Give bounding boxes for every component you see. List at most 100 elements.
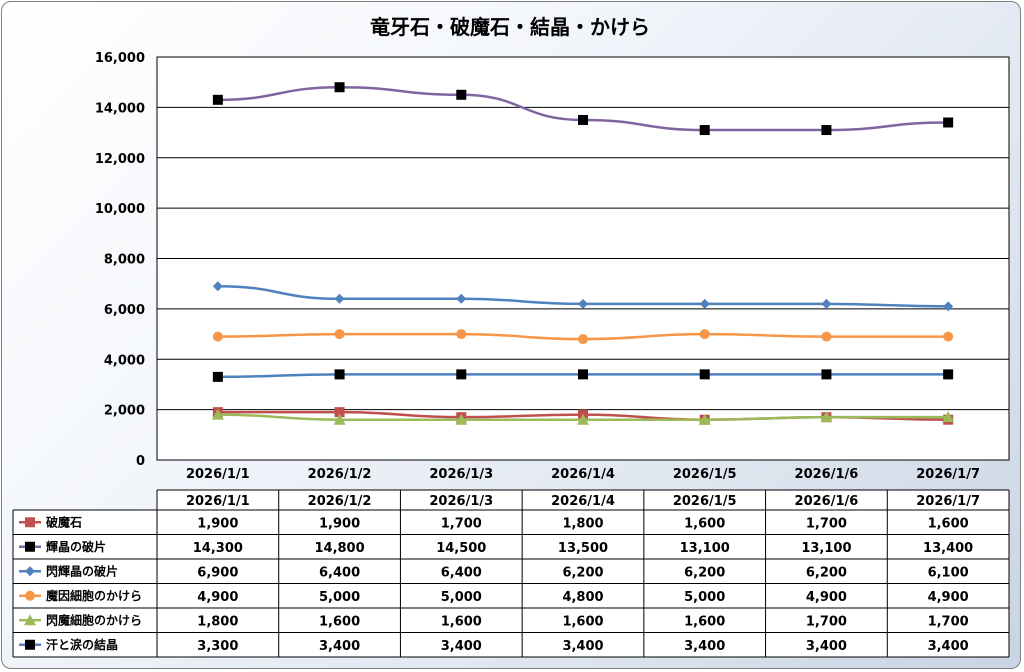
table-cell: 3,400 [928, 639, 969, 654]
data-point [212, 371, 223, 382]
legend-key-marker [25, 517, 35, 528]
legend-label: 破魔石 [46, 514, 82, 529]
table-cell: 13,400 [923, 541, 973, 556]
table-cell: 6,200 [684, 565, 725, 580]
table-row: 魔因細胞のかけら 4,900 5,000 5,000 4,800 5,000 4,900 4,… [19, 588, 969, 605]
data-point [455, 413, 468, 425]
x-tick-label: 2026/1/5 [673, 467, 737, 482]
gridlines [157, 106, 1009, 411]
data-table: 2026/1/1 2026/1/2 2026/1/3 2026/1/4 2026/1/5… [12, 489, 1010, 658]
table-header-cell: 2026/1/6 [795, 494, 859, 509]
data-point [699, 369, 710, 380]
x-axis-ticks: 2026/1/1 2026/1/2 2026/1/3 2026/1/4 2026/1/5… [186, 467, 980, 482]
data-point [334, 82, 345, 93]
table-bg [157, 490, 1009, 657]
table-cell: 1,900 [319, 516, 360, 531]
table-cell: 1,700 [806, 614, 847, 629]
series-1 [212, 82, 954, 136]
data-point [698, 413, 711, 425]
data-point [821, 125, 832, 136]
table-cell: 3,400 [562, 639, 603, 654]
y-tick-label: 0 [136, 454, 145, 469]
legend-label: 閃輝晶の破片 [46, 563, 118, 578]
data-point [577, 413, 589, 425]
table-cell: 1,600 [441, 614, 482, 629]
y-tick-label: 16,000 [95, 51, 145, 66]
table-cell: 4,900 [928, 590, 969, 605]
y-tick-label: 8,000 [104, 253, 145, 268]
x-tick-label: 2026/1/4 [551, 467, 615, 482]
data-point [699, 329, 710, 340]
table-cell: 1,600 [319, 614, 360, 629]
data-point [699, 125, 710, 136]
data-point [334, 329, 345, 340]
table-cell: 3,300 [197, 639, 238, 654]
y-tick-label: 2,000 [104, 404, 145, 419]
series-5 [212, 369, 954, 382]
series-2 [212, 281, 954, 312]
series-4 [211, 408, 955, 425]
table-cell: 13,100 [801, 541, 851, 556]
table-row: 輝晶の破片 14,300 14,800 14,500 13,500 13,100 13,10… [19, 539, 973, 556]
legend-label: 輝晶の破片 [46, 539, 106, 554]
x-tick-label: 2026/1/1 [186, 467, 250, 482]
table-header-cell: 2026/1/3 [429, 494, 493, 509]
data-point [212, 281, 223, 292]
data-point [578, 369, 588, 380]
data-point [334, 293, 345, 304]
legend-label: 魔因細胞のかけら [46, 588, 142, 603]
table-cell: 6,200 [562, 565, 603, 580]
data-point [212, 331, 223, 342]
data-point [334, 407, 345, 418]
table-cell: 14,500 [436, 541, 486, 556]
table-row: 閃輝晶の破片 6,900 6,400 6,400 6,200 6,200 6,200 6,10… [19, 563, 969, 580]
data-point [334, 369, 345, 380]
table-header-cell: 2026/1/2 [308, 494, 372, 509]
data-point [456, 89, 467, 100]
data-point [456, 369, 467, 380]
legend-key-marker [25, 639, 35, 650]
table-cell: 5,000 [319, 590, 360, 605]
x-tick-label: 2026/1/7 [916, 467, 980, 482]
table-cell: 3,400 [806, 639, 847, 654]
table-cell: 1,600 [684, 614, 725, 629]
y-tick-label: 4,000 [104, 353, 145, 368]
data-point [699, 298, 710, 309]
table-cell: 6,400 [441, 565, 482, 580]
table-cell: 3,400 [441, 639, 482, 654]
legend-key-marker [24, 614, 36, 626]
series-3 [212, 329, 954, 345]
legend-key-marker [25, 590, 35, 601]
x-tick-label: 2026/1/2 [308, 467, 372, 482]
data-point [821, 369, 832, 380]
table-cell: 14,800 [314, 541, 364, 556]
legend-key-marker [25, 566, 35, 577]
table-cell: 6,100 [928, 565, 969, 580]
table-cell: 1,800 [562, 516, 603, 531]
data-point [578, 334, 588, 345]
data-point [821, 331, 832, 342]
data-point [943, 369, 954, 380]
table-row: 閃魔細胞のかけら 1,800 1,600 1,600 1,600 1,600 1,700 1,… [19, 612, 969, 629]
table-cell: 4,800 [562, 590, 603, 605]
table-row: 破魔石 1,900 1,900 1,700 1,800 1,600 1,700 1,600 [19, 514, 969, 531]
table-header-cell: 2026/1/5 [673, 494, 737, 509]
table-cell: 13,100 [680, 541, 730, 556]
data-point [333, 413, 346, 425]
legend-label: 汗と涙の結晶 [46, 637, 118, 652]
table-cell: 6,200 [806, 565, 847, 580]
data-point [578, 298, 588, 309]
data-point [943, 331, 954, 342]
y-tick-label: 14,000 [95, 101, 145, 116]
table-cell: 14,300 [193, 541, 243, 556]
x-tick-label: 2026/1/6 [795, 467, 859, 482]
table-header-cell: 2026/1/7 [916, 494, 980, 509]
table-row: 汗と涙の結晶 3,300 3,400 3,400 3,400 3,400 3,400 3,40… [19, 637, 969, 654]
data-point [942, 411, 955, 423]
table-cell: 1,600 [684, 516, 725, 531]
data-point [821, 298, 832, 309]
data-point [211, 408, 224, 420]
table-cell: 3,400 [319, 639, 360, 654]
table-cell: 4,900 [197, 590, 238, 605]
